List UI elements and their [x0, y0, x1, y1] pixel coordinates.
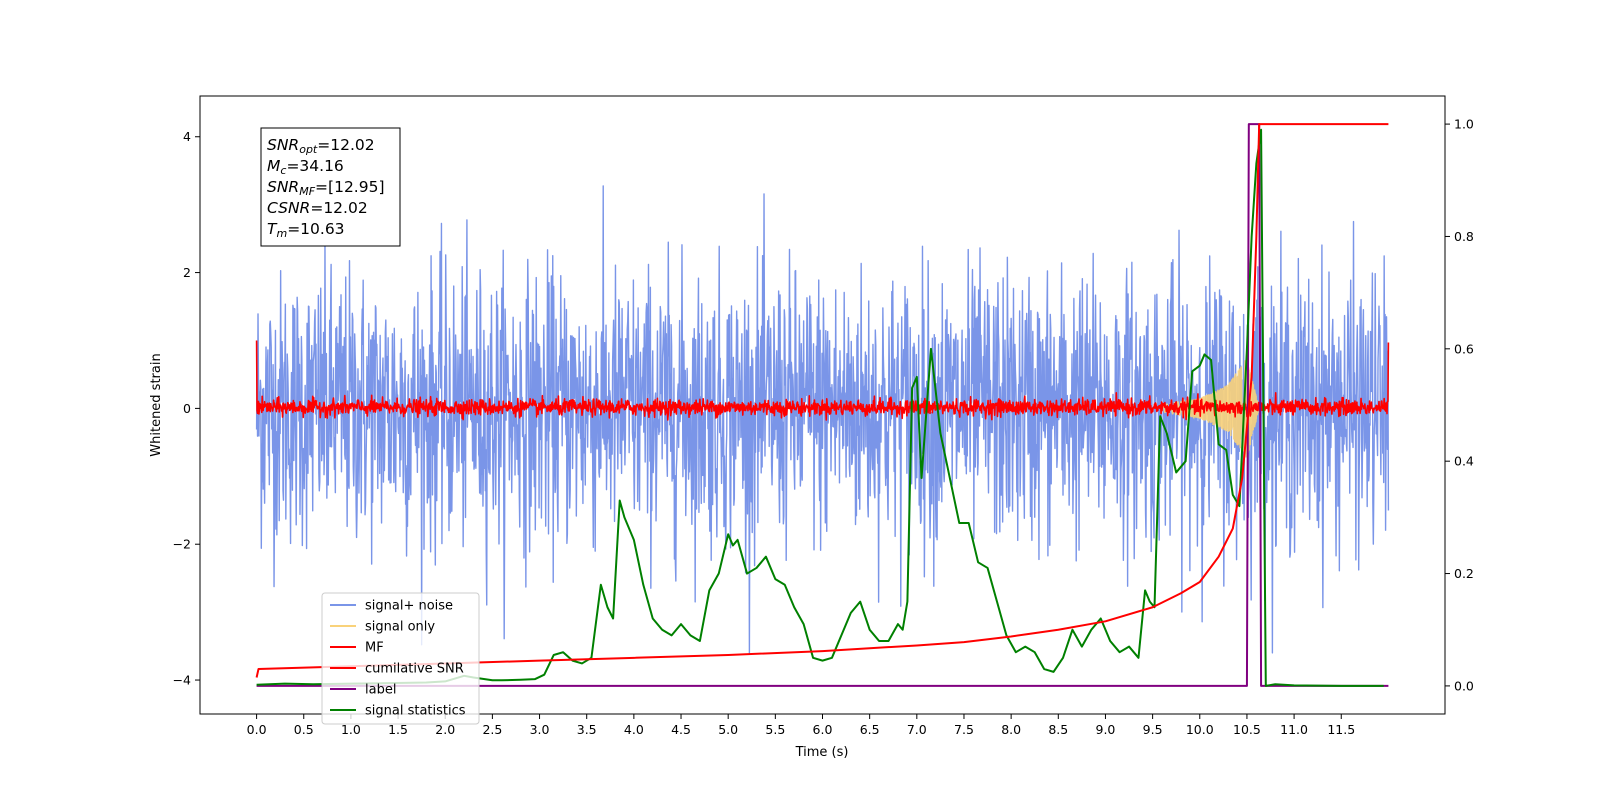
x-tick-label: 4.5 [671, 722, 691, 737]
annotation-line: SNRMF=[12.95] [267, 178, 385, 198]
legend-label: label [365, 683, 396, 698]
legend-label: signal only [365, 620, 435, 635]
y-right-tick-label: 0.2 [1454, 566, 1474, 581]
annotation-line: Mc=34.16 [267, 157, 344, 177]
annotation-box: SNRopt=12.02Mc=34.16SNRMF=[12.95]CSNR=12… [260, 127, 401, 247]
x-tick-label: 4.0 [624, 722, 644, 737]
x-tick-label: 5.0 [718, 722, 738, 737]
y-left-tick-label: −4 [173, 673, 191, 688]
series-line-signal-statistics [256, 128, 1384, 687]
x-tick-label: 10.5 [1233, 722, 1261, 737]
annotation-frame [260, 127, 401, 247]
y-left-tick-label: 4 [183, 129, 191, 144]
legend-frame [321, 592, 480, 725]
x-tick-label: 1.0 [341, 722, 361, 737]
annotation-line: SNRopt=12.02 [267, 136, 375, 156]
x-tick-label: 2.0 [435, 722, 455, 737]
legend-label: signal+ noise [365, 599, 453, 614]
legend-label: signal statistics [365, 704, 466, 719]
x-tick-label: 9.0 [1096, 722, 1116, 737]
x-axis: 0.0 0.5 1.0 1.5 2.0 2.5 3.0 3.5 4.0 4.5 5.0 5.5 6.0 6… [247, 714, 1355, 737]
legend-label: cumilative SNR [365, 662, 464, 677]
x-tick-label: 7.5 [954, 722, 974, 737]
x-tick-label: 11.5 [1327, 722, 1355, 737]
x-tick-label: 9.5 [1143, 722, 1163, 737]
x-tick-label: 6.0 [813, 722, 833, 737]
legend-label: MF [365, 641, 384, 656]
annotation-line: CSNR=12.02 [267, 199, 368, 217]
series-line-cumilative-snr [255, 123, 1389, 678]
x-tick-label: 3.0 [530, 722, 550, 737]
x-tick-label: 7.0 [907, 722, 927, 737]
x-tick-label: 0.5 [294, 722, 314, 737]
y-right-tick-label: 1.0 [1454, 117, 1474, 132]
y-right-tick-label: 0.8 [1454, 229, 1474, 244]
series-line-signal-noise [255, 185, 1390, 654]
x-tick-label: 3.5 [577, 722, 597, 737]
x-tick-label: 8.5 [1048, 722, 1068, 737]
y-right-tick-label: 0.6 [1454, 341, 1474, 356]
legend: signal+ noise signal only MF cumilative SNR… [321, 592, 480, 725]
x-tick-label: 10.0 [1186, 722, 1214, 737]
x-tick-label: 5.5 [765, 722, 785, 737]
x-tick-label: 6.5 [860, 722, 880, 737]
x-axis-label: Time (s) [795, 745, 849, 760]
y-right-tick-label: 0.0 [1454, 678, 1474, 693]
y-left-tick-label: −2 [173, 537, 191, 552]
y-axis-right: 1.0 0.8 0.6 0.4 0.2 0.0 [1445, 117, 1474, 693]
series-layer [255, 123, 1390, 687]
x-tick-label: 2.5 [482, 722, 502, 737]
annotation-line: Tm=10.63 [267, 220, 345, 240]
y-left-tick-label: 0 [183, 401, 191, 416]
y-axis-label: Whitened strain [149, 353, 164, 456]
x-tick-label: 1.5 [388, 722, 408, 737]
x-tick-label: 11.0 [1280, 722, 1308, 737]
y-right-tick-label: 0.4 [1454, 454, 1474, 469]
series-line-mf [255, 340, 1390, 421]
y-left-tick-label: 2 [183, 265, 191, 280]
x-tick-label: 0.0 [247, 722, 267, 737]
y-axis-left: 4 2 0 −2 −4 [173, 129, 200, 688]
x-tick-label: 8.0 [1001, 722, 1021, 737]
